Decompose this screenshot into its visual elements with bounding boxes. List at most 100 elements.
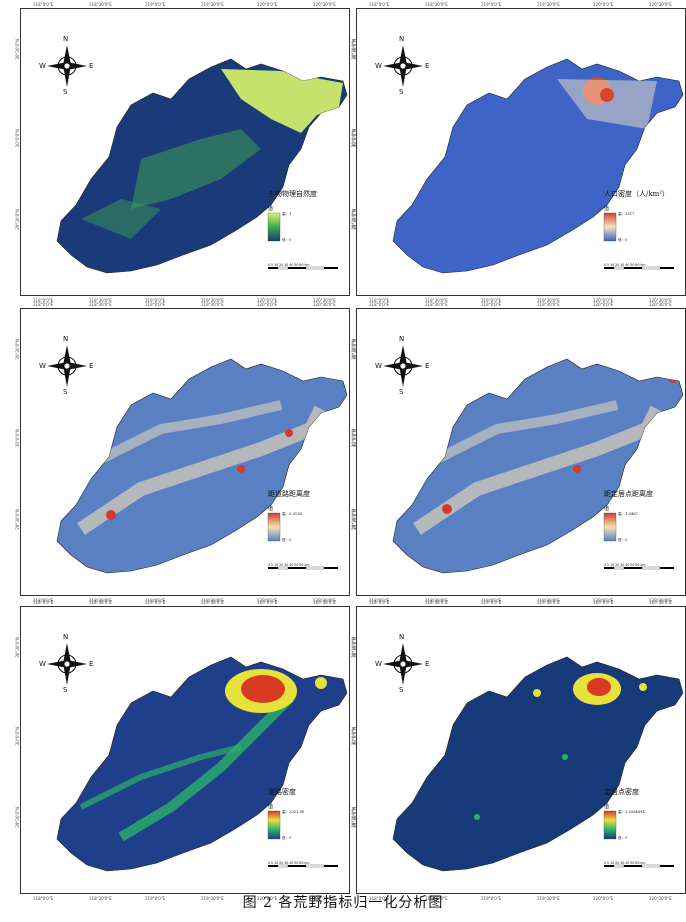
longitude-label: 120°30'0"E [649, 302, 672, 307]
longitude-label: 120°0'0"E [593, 896, 614, 901]
compass-s: S [63, 88, 68, 96]
longitude-label: 118°0'0"E [33, 302, 54, 307]
longitude-label: 120°0'0"E [593, 2, 614, 7]
legend-title: 定居点密度 [604, 788, 639, 796]
longitude-label: 119°0'0"E [481, 598, 502, 603]
longitude-label: 119°30'0"E [537, 302, 560, 307]
longitude-label: 120°0'0"E [593, 298, 614, 303]
compass-e: E [425, 362, 430, 370]
legend-color-ramp [267, 810, 281, 840]
legend: 定居点密度 值 高：2.5264894 低：0 [604, 787, 684, 840]
legend-value-title: 值 [268, 206, 274, 212]
longitude-label: 119°30'0"E [537, 600, 560, 605]
scale-bar-labels: 0 5 10 20 30 40 50 60 km [268, 861, 342, 871]
longitude-label: 119°30'0"E [201, 2, 224, 7]
longitude-label: 118°0'0"E [369, 298, 390, 303]
longitude-label: 118°0'0"E [369, 600, 390, 605]
longitude-label: 119°30'0"E [201, 598, 224, 603]
legend-title: 距道路距离度 [268, 490, 310, 498]
legend-color-ramp [603, 810, 617, 840]
legend-low-value: 低：0 [282, 538, 292, 542]
map-figure [392, 58, 684, 274]
legend-title: 人口密度（人/km²） [604, 190, 670, 198]
longitude-label: 120°0'0"E [257, 302, 278, 307]
compass-rose-icon [47, 643, 87, 685]
scale-labels: 0 5 10 20 30 40 50 60 km [604, 861, 646, 865]
compass-s: S [63, 686, 68, 694]
longitude-label: 120°0'0"E [257, 298, 278, 303]
longitude-label: 119°0'0"E [481, 896, 502, 901]
longitude-label: 118°30'0"E [425, 598, 448, 603]
longitude-label: 118°30'0"E [425, 302, 448, 307]
legend: 距定居点距离度 值 高：1.0467 低：0 [604, 489, 684, 542]
legend-value-title: 值 [604, 506, 610, 512]
longitude-label: 119°0'0"E [481, 2, 502, 7]
compass-e: E [425, 660, 430, 668]
latitude-label: 30°0'0"N [351, 727, 356, 746]
compass-rose: N S W E [375, 35, 429, 97]
legend-low-value: 低：0 [282, 836, 292, 840]
legend: 距道路距离度 值 高：0.3138 低：0 [268, 489, 348, 542]
map-panel-5: N S W E 道路密度 值 高：2021.96 低：0 0 5 10 20 3… [15, 600, 357, 901]
longitude-label: 120°30'0"E [313, 298, 336, 303]
longitude-label: 119°0'0"E [145, 298, 166, 303]
legend-title: 生物物理自然度 [268, 190, 317, 198]
legend: 生物物理自然度 值 高：1 低：0 [268, 189, 348, 242]
compass-n: N [399, 633, 405, 641]
longitude-label: 118°30'0"E [89, 302, 112, 307]
latitude-label: 30°0'0"N [15, 429, 20, 448]
legend-high-value: 高：2021.96 [282, 810, 305, 814]
legend-value-title: 值 [268, 506, 274, 512]
longitude-label: 118°30'0"E [425, 2, 448, 7]
longitude-label: 120°30'0"E [313, 2, 336, 7]
longitude-label: 120°30'0"E [649, 896, 672, 901]
longitude-label: 120°0'0"E [257, 600, 278, 605]
compass-s: S [63, 388, 68, 396]
scale-labels: 0 5 10 20 30 40 50 60 km [268, 563, 310, 567]
legend-low-value: 低：0 [618, 238, 628, 242]
longitude-label: 119°30'0"E [201, 302, 224, 307]
longitude-label: 120°30'0"E [649, 600, 672, 605]
longitude-label: 118°0'0"E [369, 896, 390, 901]
latitude-label: 30°30'0"N [351, 637, 356, 658]
scale-bar-labels: 0 5 10 20 30 40 50 60 km [604, 263, 678, 273]
longitude-label: 119°30'0"E [537, 298, 560, 303]
scale-labels: 0 5 10 20 30 40 50 60 km [604, 563, 646, 567]
longitude-label: 118°0'0"E [369, 302, 390, 307]
longitude-label: 118°30'0"E [425, 298, 448, 303]
compass-n: N [63, 335, 69, 343]
longitude-label: 118°30'0"E [89, 298, 112, 303]
longitude-label: 120°30'0"E [313, 896, 336, 901]
compass-w: W [39, 62, 46, 70]
compass-w: W [375, 62, 382, 70]
legend-color-ramp [267, 212, 281, 242]
latitude-label: 30°30'0"N [351, 339, 356, 360]
longitude-label: 118°0'0"E [33, 298, 54, 303]
latitude-label: 29°30'0"N [351, 509, 356, 530]
compass-w: W [39, 362, 46, 370]
compass-w: W [39, 660, 46, 668]
legend-high-value: 高：1.0467 [618, 512, 638, 516]
compass-e: E [89, 362, 94, 370]
compass-rose-icon [47, 45, 87, 87]
longitude-label: 120°30'0"E [313, 598, 336, 603]
longitude-label: 120°0'0"E [257, 598, 278, 603]
compass-rose-icon [383, 345, 423, 387]
map-panel-4: N S W E 距定居点距离度 值 高：1.0467 低：0 0 5 10 20… [351, 302, 686, 603]
legend-low-value: 低：0 [282, 238, 292, 242]
latitude-label: 29°30'0"N [15, 209, 20, 230]
latitude-label: 30°0'0"N [351, 429, 356, 448]
longitude-label: 120°0'0"E [257, 2, 278, 7]
legend-low-value: 低：0 [618, 836, 628, 840]
legend-title: 距定居点距离度 [604, 490, 653, 498]
longitude-label: 119°0'0"E [145, 896, 166, 901]
map-figure [56, 58, 348, 274]
longitude-label: 118°30'0"E [89, 600, 112, 605]
latitude-label: 29°30'0"N [15, 807, 20, 828]
longitude-label: 118°0'0"E [369, 2, 390, 7]
latitude-label: 30°0'0"N [15, 129, 20, 148]
longitude-label: 120°0'0"E [593, 600, 614, 605]
scale-bar-labels: 0 5 10 20 30 40 50 60 km [268, 563, 342, 573]
legend-title: 道路密度 [268, 788, 296, 796]
compass-n: N [399, 335, 405, 343]
